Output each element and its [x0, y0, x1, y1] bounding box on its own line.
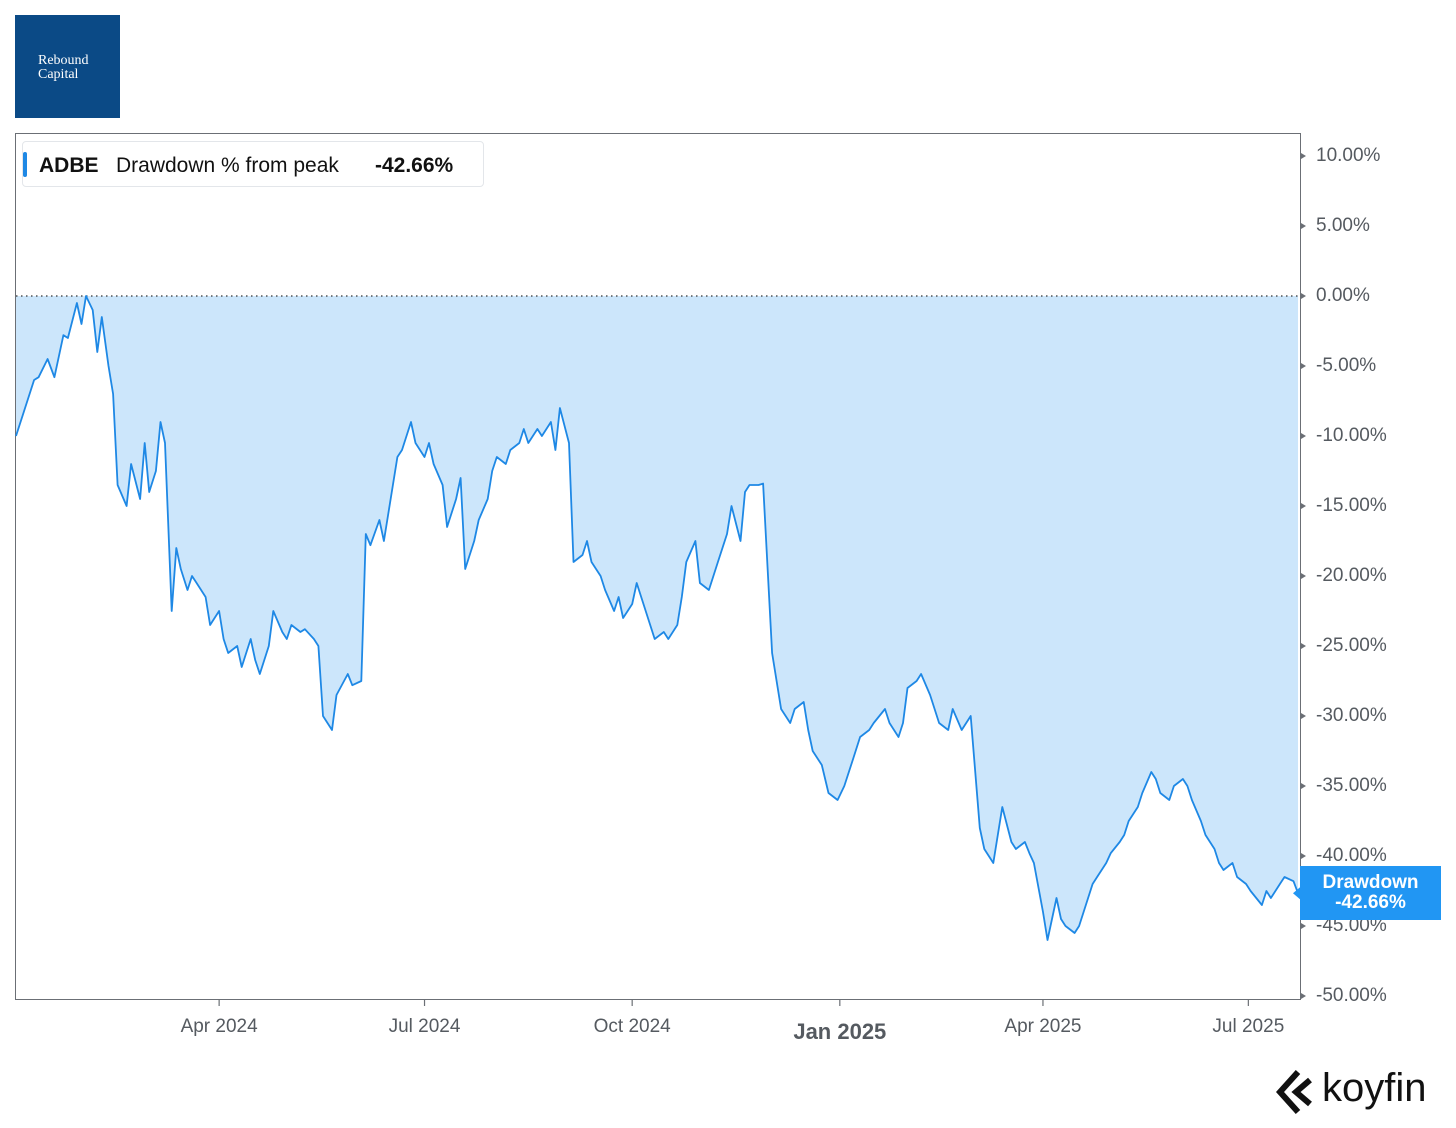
x-tick-label: Oct 2024 [593, 1016, 671, 1037]
flag-pointer [1293, 887, 1300, 900]
brand-line-2: Capital [38, 67, 79, 82]
y-tick-label: -50.00% [1316, 985, 1387, 1006]
y-tick-mark [1301, 503, 1306, 509]
x-tick-label: Apr 2024 [180, 1016, 258, 1037]
flag-title: Drawdown [1322, 872, 1419, 893]
koyfin-chevron-icon [1276, 1070, 1312, 1114]
y-tick-label: -10.00% [1316, 425, 1387, 446]
y-tick-mark [1301, 853, 1306, 859]
drawdown-line [15, 295, 1299, 941]
y-tick-mark [1301, 923, 1306, 929]
brand-line-1: Rebound [38, 53, 89, 68]
y-tick-label: -20.00% [1316, 565, 1387, 586]
legend-value: -42.66% [375, 154, 454, 177]
y-tick-label: -40.00% [1316, 845, 1387, 866]
y-tick-mark [1301, 783, 1306, 789]
y-tick-label: 5.00% [1316, 215, 1370, 236]
x-tick-label: Jul 2025 [1212, 1016, 1285, 1037]
y-tick-mark [1301, 643, 1306, 649]
brand-name: Rebound Capital [38, 54, 89, 82]
flag-value: -42.66% [1335, 892, 1406, 913]
y-tick-mark [1301, 153, 1306, 159]
legend-series-label: Drawdown % from peak [116, 154, 339, 177]
koyfin-logo: koyfin [1276, 1066, 1431, 1114]
y-tick-mark [1301, 223, 1306, 229]
y-tick-mark [1301, 433, 1306, 439]
plot-area-border [15, 133, 1301, 1000]
y-tick-label: -35.00% [1316, 775, 1387, 796]
legend-ticker: ADBE [39, 154, 99, 177]
legend: ADBE Drawdown % from peak -42.66% [22, 141, 484, 187]
y-tick-mark [1301, 293, 1306, 299]
current-value-flag: Drawdown -42.66% [1300, 866, 1441, 920]
x-tick-label: Jul 2024 [388, 1016, 461, 1037]
y-tick-mark [1301, 993, 1306, 999]
y-tick-label: -15.00% [1316, 495, 1387, 516]
legend-color-swatch [23, 152, 27, 177]
x-tick-label: Jan 2025 [793, 1019, 887, 1044]
y-tick-mark [1301, 573, 1306, 579]
y-tick-label: -45.00% [1316, 915, 1387, 936]
y-tick-label: 0.00% [1316, 285, 1370, 306]
koyfin-wordmark: koyfin [1322, 1066, 1427, 1110]
y-tick-mark [1301, 713, 1306, 719]
y-tick-label: -30.00% [1316, 705, 1387, 726]
y-tick-label: -5.00% [1316, 355, 1377, 376]
y-tick-label: 10.00% [1316, 145, 1381, 166]
brand-logo: Rebound Capital [15, 15, 120, 118]
y-tick-label: -25.00% [1316, 635, 1387, 656]
drawdown-area [16, 296, 1298, 940]
y-tick-mark [1301, 363, 1306, 369]
x-tick-label: Apr 2025 [1004, 1016, 1082, 1037]
